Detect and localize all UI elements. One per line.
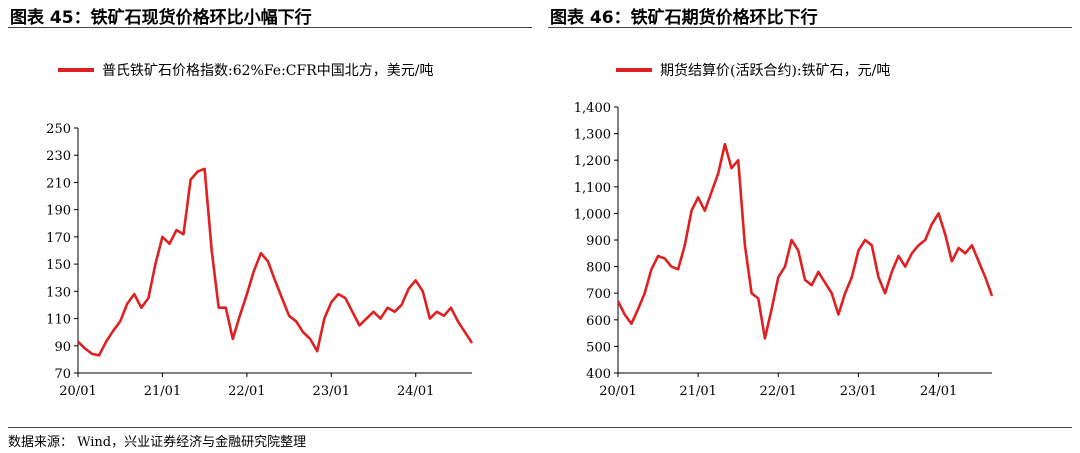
x-tick: 23/01 [313,373,350,399]
y-tick: 190 [46,204,78,219]
y-tick: 110 [46,313,78,328]
y-tick: 900 [586,234,618,249]
x-tick: 22/01 [228,373,266,399]
y-tick-label: 110 [46,313,71,328]
x-tick: 22/01 [760,373,797,399]
y-tick: 700 [586,287,618,302]
y-tick-label: 1,100 [574,181,611,196]
y-tick-label: 800 [586,261,611,276]
footer-divider [8,427,1072,428]
x-tick-label: 22/01 [228,384,265,399]
y-tick-label: 230 [46,149,71,164]
y-tick-label: 1,300 [574,128,611,143]
y-tick-label: 1,400 [574,101,611,116]
legend-swatch [58,68,94,72]
y-tick: 400 [586,367,618,382]
y-tick-label: 130 [46,285,71,300]
y-tick-label: 400 [586,367,611,382]
legend-label: 期货结算价(活跃合约):铁矿石，元/吨 [660,63,891,79]
y-tick: 800 [586,261,618,276]
y-tick: 210 [46,176,78,191]
x-tick-label: 23/01 [313,384,350,399]
legend-swatch [616,68,652,72]
line-chart-futures: 400 500 600 700 800 900 1,000 1,100 1,200 1,300 1,… [574,101,994,399]
y-tick-label: 250 [46,122,71,137]
x-tick: 20/01 [59,373,97,399]
x-tick: 24/01 [397,373,434,399]
title-divider [8,27,532,28]
y-tick: 1,100 [574,181,618,196]
y-tick-label: 900 [586,234,611,249]
y-tick: 150 [46,258,78,273]
y-tick-label: 1,200 [574,154,611,169]
legend-label: 普氏铁矿石价格指数:62%Fe:CFR中国北方，美元/吨 [102,63,434,79]
y-tick-label: 210 [46,176,71,191]
x-tick: 20/01 [599,373,637,399]
y-tick: 1,400 [574,101,618,116]
chart-title: 图表 46：铁矿石期货价格环比下行 [550,8,818,28]
series-line [616,142,994,340]
y-tick-label: 700 [586,287,611,302]
y-tick-label: 170 [46,231,71,246]
y-tick-label: 70 [54,367,71,382]
y-tick: 600 [586,314,618,329]
y-tick: 90 [54,340,78,355]
y-tick-label: 600 [586,314,611,329]
x-tick-label: 20/01 [599,384,636,399]
y-tick: 500 [586,340,618,355]
x-tick-label: 20/01 [59,384,96,399]
chart-panel-futures: 图表 46：铁矿石期货价格环比下行 期货结算价(活跃合约):铁矿石，元/吨 40… [540,0,1080,425]
y-tick-label: 500 [586,340,611,355]
source-note: 数据来源： Wind，兴业证券经济与金融研究院整理 [8,435,307,450]
x-tick-label: 24/01 [397,384,434,399]
line-chart-spot: 70 90 110 130 150 170 190 210 230 250 20/01 21/01 22… [46,122,474,399]
x-tick-label: 21/01 [144,384,181,399]
y-tick: 70 [54,367,78,382]
x-tick: 23/01 [840,373,877,399]
y-tick-label: 150 [46,258,71,273]
series-line [77,167,474,357]
y-tick: 1,200 [574,154,618,169]
chart-panel-spot: 图表 45：铁矿石现货价格环比小幅下行 普氏铁矿石价格指数:62%Fe:CFR中… [0,0,540,425]
y-tick-label: 190 [46,204,71,219]
x-tick: 21/01 [679,373,717,399]
chart-title: 图表 45：铁矿石现货价格环比小幅下行 [10,8,312,28]
x-tick: 21/01 [144,373,181,399]
y-tick-label: 90 [54,340,71,355]
y-tick: 230 [46,149,78,164]
x-tick-label: 23/01 [840,384,877,399]
y-tick-label: 1,000 [574,207,611,222]
y-tick: 170 [46,231,78,246]
x-tick-label: 22/01 [760,384,797,399]
y-tick: 130 [46,285,78,300]
x-tick-label: 21/01 [679,384,716,399]
x-tick-label: 24/01 [920,384,957,399]
y-tick: 1,000 [574,207,618,222]
x-tick: 24/01 [920,373,957,399]
y-tick: 250 [46,122,78,137]
title-divider [548,27,1072,28]
y-tick: 1,300 [574,128,618,143]
